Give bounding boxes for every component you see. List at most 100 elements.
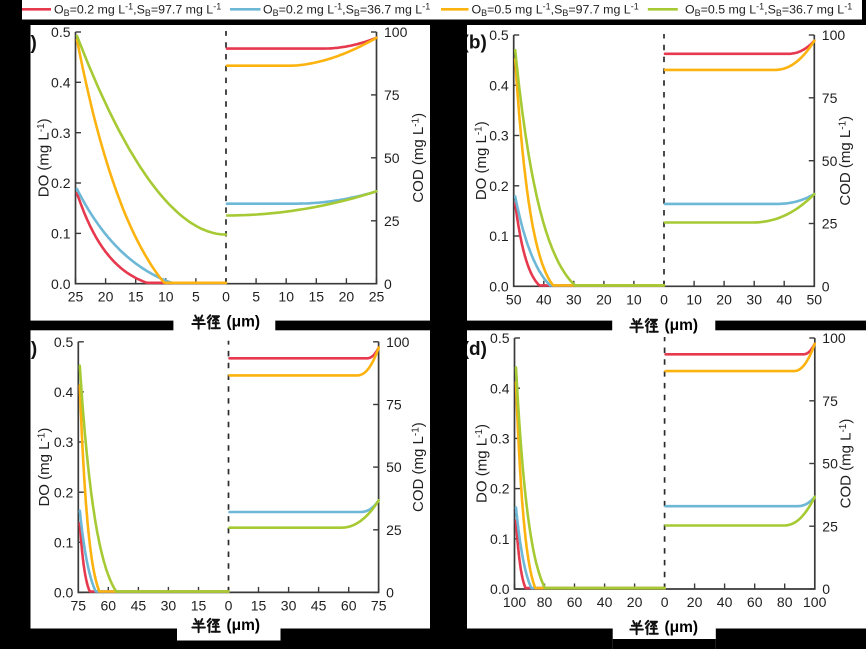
svg-text:80: 80	[537, 594, 553, 610]
svg-text:40: 40	[536, 291, 552, 307]
svg-text:10: 10	[158, 289, 174, 305]
svg-text:(d): (d)	[463, 339, 487, 360]
svg-text:15: 15	[191, 597, 207, 613]
svg-text:0.0: 0.0	[490, 581, 510, 597]
svg-text:50: 50	[822, 456, 838, 472]
svg-text:40: 40	[776, 291, 792, 307]
svg-text:COD (mg L-1): COD (mg L-1)	[837, 116, 854, 206]
svg-text:0: 0	[386, 585, 394, 601]
svg-text:(b): (b)	[463, 33, 487, 54]
svg-text:0.3: 0.3	[51, 125, 71, 141]
svg-text:0.2: 0.2	[490, 481, 510, 497]
svg-text:100: 100	[822, 330, 846, 346]
svg-text:50: 50	[384, 150, 400, 166]
svg-text:100: 100	[503, 594, 527, 610]
svg-text:75: 75	[384, 87, 400, 103]
svg-text:0.1: 0.1	[54, 534, 74, 550]
svg-text:50: 50	[822, 153, 838, 169]
svg-text:100: 100	[803, 594, 827, 610]
svg-text:OB=0.2 mg L-1,SB=36.7 mg L-1: OB=0.2 mg L-1,SB=36.7 mg L-1	[263, 1, 430, 18]
svg-text:20: 20	[339, 289, 355, 305]
svg-text:10: 10	[278, 289, 294, 305]
svg-text:0.5: 0.5	[51, 24, 71, 40]
svg-text:25: 25	[68, 289, 84, 305]
svg-text:75: 75	[822, 90, 838, 106]
svg-text:0: 0	[222, 289, 230, 305]
svg-text:20: 20	[596, 291, 612, 307]
svg-text:0.1: 0.1	[490, 531, 510, 547]
svg-text:0: 0	[661, 594, 669, 610]
svg-text:OB=0.2 mg L-1,SB=97.7 mg L-1: OB=0.2 mg L-1,SB=97.7 mg L-1	[54, 1, 221, 18]
svg-text:75: 75	[71, 597, 87, 613]
svg-text:OB=0.5 mg L-1,SB=36.7 mg L-1: OB=0.5 mg L-1,SB=36.7 mg L-1	[685, 1, 852, 18]
svg-text:0.3: 0.3	[490, 431, 510, 447]
svg-text:75: 75	[822, 393, 838, 409]
svg-text:50: 50	[506, 291, 522, 307]
svg-text:20: 20	[98, 289, 114, 305]
svg-text:60: 60	[747, 594, 763, 610]
svg-text:0.5: 0.5	[490, 330, 510, 346]
svg-text:0.5: 0.5	[489, 27, 509, 43]
svg-text:0.4: 0.4	[490, 380, 510, 396]
svg-text:0.0: 0.0	[54, 585, 74, 601]
svg-text:0.3: 0.3	[489, 128, 509, 144]
svg-text:60: 60	[101, 597, 117, 613]
svg-text:10: 10	[686, 291, 702, 307]
svg-text:0.3: 0.3	[54, 434, 74, 450]
svg-text:DO (mg L-1): DO (mg L-1)	[474, 424, 491, 503]
svg-text:30: 30	[161, 597, 177, 613]
svg-text:60: 60	[567, 594, 583, 610]
svg-text:25: 25	[384, 213, 400, 229]
svg-text:0.2: 0.2	[54, 484, 74, 500]
svg-text:20: 20	[687, 594, 703, 610]
svg-text:DO (mg L-1): DO (mg L-1)	[36, 118, 53, 197]
svg-text:100: 100	[384, 24, 408, 40]
svg-text:0.0: 0.0	[51, 276, 71, 292]
svg-text:(μm): (μm)	[227, 314, 261, 331]
svg-text:0.4: 0.4	[489, 77, 509, 93]
svg-text:0: 0	[660, 291, 668, 307]
svg-text:0: 0	[822, 581, 830, 597]
svg-text:45: 45	[131, 597, 147, 613]
svg-text:50: 50	[807, 291, 823, 307]
svg-text:DO (mg L-1): DO (mg L-1)	[36, 428, 53, 507]
svg-text:100: 100	[822, 27, 846, 43]
svg-text:60: 60	[341, 597, 357, 613]
svg-text:80: 80	[777, 594, 793, 610]
svg-text:0.2: 0.2	[489, 178, 509, 194]
svg-text:75: 75	[386, 397, 402, 413]
svg-text:0.4: 0.4	[51, 74, 71, 90]
svg-text:(μm): (μm)	[665, 619, 699, 636]
svg-text:25: 25	[822, 216, 838, 232]
svg-text:30: 30	[281, 597, 297, 613]
svg-text:75: 75	[371, 597, 387, 613]
svg-text:10: 10	[626, 291, 642, 307]
svg-text:15: 15	[251, 597, 267, 613]
svg-text:(μm): (μm)	[227, 617, 261, 634]
svg-text:0.5: 0.5	[54, 334, 74, 350]
svg-text:15: 15	[128, 289, 144, 305]
svg-text:0: 0	[225, 597, 233, 613]
svg-text:0.1: 0.1	[489, 228, 509, 244]
svg-text:COD (mg L-1): COD (mg L-1)	[410, 422, 427, 512]
svg-text:20: 20	[716, 291, 732, 307]
svg-text:0.4: 0.4	[54, 384, 74, 400]
svg-text:0.1: 0.1	[51, 226, 71, 242]
svg-text:45: 45	[311, 597, 327, 613]
svg-text:30: 30	[566, 291, 582, 307]
svg-text:DO (mg L-1): DO (mg L-1)	[473, 121, 490, 200]
svg-text:0.2: 0.2	[51, 175, 71, 191]
svg-text:0: 0	[822, 278, 830, 294]
svg-text:0: 0	[384, 276, 392, 292]
svg-text:25: 25	[369, 289, 385, 305]
svg-text:100: 100	[386, 334, 410, 350]
svg-text:25: 25	[386, 522, 402, 538]
svg-text:(μm): (μm)	[665, 317, 699, 334]
svg-text:OB=0.5 mg L-1,SB=97.7 mg L-1: OB=0.5 mg L-1,SB=97.7 mg L-1	[472, 1, 639, 18]
svg-text:20: 20	[627, 594, 643, 610]
svg-text:25: 25	[822, 518, 838, 534]
svg-text:30: 30	[746, 291, 762, 307]
svg-text:40: 40	[717, 594, 733, 610]
svg-text:50: 50	[386, 459, 402, 475]
svg-text:0.0: 0.0	[489, 278, 509, 294]
